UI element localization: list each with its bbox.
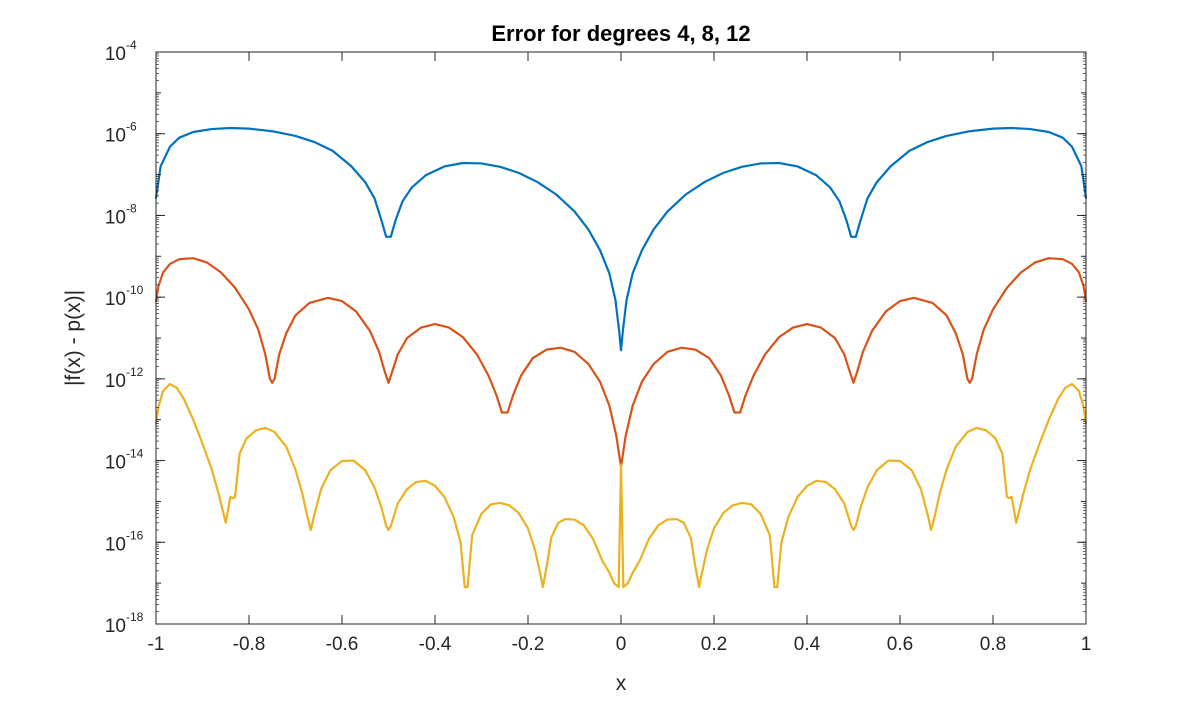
axes-box [155, 51, 1087, 625]
y-tick-label-exponent: -8 [126, 201, 137, 215]
y-axis-label: |f(x) - p(x)| [62, 290, 85, 386]
x-tick-label: 1 [1081, 634, 1092, 655]
x-tick-label: -0.4 [419, 634, 452, 655]
x-tick-label: 0.2 [701, 634, 727, 655]
y-tick-label: 10 -6 [105, 120, 137, 147]
y-tick-label-exponent: -6 [126, 120, 137, 134]
y-tick-label: 10 -8 [105, 201, 137, 228]
y-tick-label-base: 10 [105, 371, 126, 392]
ticks-layer: -1 -0.8 -0.6 -0.4 -0.2 0 0.2 0.4 0.6 0.8 110-410-6… [105, 38, 1091, 655]
y-tick-label-exponent: -10 [126, 283, 144, 297]
y-tick-label-exponent: -14 [126, 447, 144, 461]
y-tick-label: 10 -12 [105, 365, 144, 392]
y-tick-label-base: 10 [105, 289, 126, 310]
x-tick-label: 0 [616, 634, 627, 655]
y-tick-label-base: 10 [105, 207, 126, 228]
y-tick-label-exponent: -12 [126, 365, 144, 379]
y-tick-label-base: 10 [105, 616, 126, 637]
x-tick-label: -0.8 [233, 634, 266, 655]
plot-area [156, 52, 1086, 624]
y-tick-label-exponent: -16 [126, 528, 144, 542]
x-tick-label: -0.2 [512, 634, 545, 655]
y-tick-label: 10 -16 [105, 528, 144, 555]
x-tick-label: -0.6 [326, 634, 359, 655]
y-tick-label-base: 10 [105, 126, 126, 147]
y-tick-label-base: 10 [105, 453, 126, 474]
x-axis-label: x [616, 672, 627, 695]
y-tick-label: 10 -18 [105, 610, 144, 637]
y-tick-label: 10 -14 [105, 447, 144, 474]
series-line-degree-4 [154, 126, 1088, 352]
y-tick-label-base: 10 [105, 44, 126, 65]
x-tick-label: 0.8 [980, 634, 1006, 655]
y-tick-label-exponent: -4 [126, 38, 137, 52]
y-tick-label: 10 -10 [105, 283, 144, 310]
y-tick-label-exponent: -18 [126, 610, 144, 624]
series-layer [154, 126, 1088, 589]
chart-title: Error for degrees 4, 8, 12 [491, 21, 750, 46]
x-tick-label: 0.6 [887, 634, 913, 655]
y-tick-label: 10 -4 [105, 38, 137, 65]
x-tick-label: 0.4 [794, 634, 821, 655]
series-line-degree-12 [154, 382, 1088, 589]
y-tick-label-base: 10 [105, 534, 126, 555]
x-tick-label: -1 [148, 634, 165, 655]
